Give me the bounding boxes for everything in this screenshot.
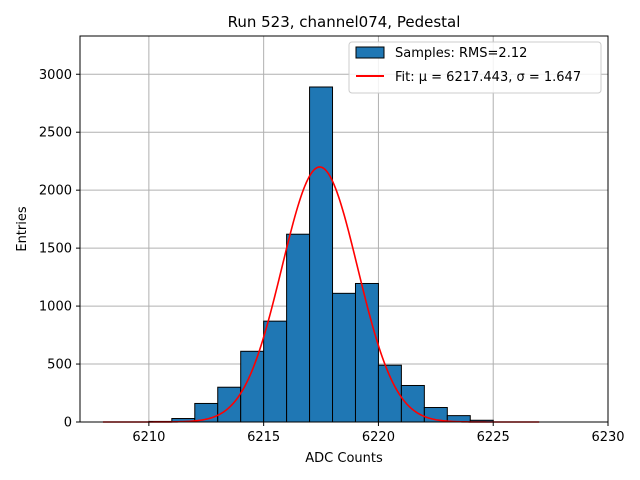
x-tick-label: 6215	[247, 430, 280, 445]
y-axis-label: Entries	[15, 206, 30, 252]
plot-frame	[79, 35, 609, 423]
legend-box	[348, 41, 602, 94]
x-tick-label: 6220	[362, 430, 395, 445]
y-tick-label: 0	[64, 416, 72, 431]
histogram-bar	[286, 233, 311, 423]
histogram-bar	[400, 384, 425, 423]
y-tick-label: 1000	[39, 300, 72, 315]
histogram-bar	[332, 292, 356, 423]
y-tick-label: 500	[47, 358, 72, 373]
y-tick-label: 2000	[39, 184, 72, 199]
histogram-bar	[309, 86, 334, 423]
x-axis-ticks: 6210 6215 6220 6225 6230	[132, 422, 625, 445]
legend-label-fit: Fit: μ = 6217.443, σ = 1.647	[395, 70, 581, 85]
y-axis-ticks: 0 500 1000 1500 2000 2500 3000	[39, 68, 80, 431]
y-tick-label: 1500	[39, 242, 72, 257]
x-tick-label: 6230	[591, 430, 624, 445]
histogram-bar	[377, 364, 402, 423]
grid	[80, 36, 609, 423]
legend: Samples: RMS=2.12 Fit: μ = 6217.443, σ =…	[348, 41, 602, 94]
y-tick-label: 2500	[39, 126, 72, 141]
x-tick-label: 6225	[477, 430, 510, 445]
chart-title: Run 523, channel074, Pedestal	[228, 13, 461, 31]
x-tick-label: 6210	[132, 430, 165, 445]
y-tick-label: 3000	[39, 68, 72, 83]
legend-label-samples: Samples: RMS=2.12	[395, 46, 527, 61]
histogram-bar	[217, 386, 242, 423]
histogram-bar	[263, 320, 288, 423]
legend-histogram-swatch	[355, 46, 385, 59]
x-axis-label: ADC Counts	[305, 451, 383, 466]
